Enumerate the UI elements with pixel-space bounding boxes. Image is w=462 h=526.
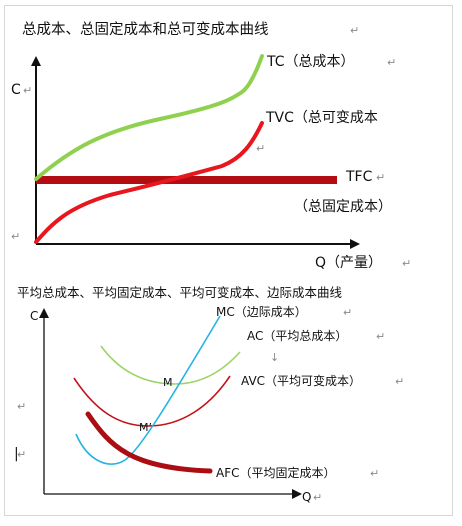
text-cursor: | xyxy=(14,446,19,462)
down-arrow-mark: ↓ xyxy=(270,351,279,364)
mc-curve xyxy=(75,315,221,465)
avc-curve xyxy=(73,375,231,427)
paragraph-mark: ↵ xyxy=(370,467,379,480)
tfc-label: TFC xyxy=(345,169,373,185)
top-chart-title: 总成本、总固定成本和总可变成本曲线 xyxy=(22,21,269,38)
paragraph-mark: ↵ xyxy=(376,171,385,184)
mc-label: MC（边际成本） xyxy=(216,305,307,319)
paragraph-mark: ↵ xyxy=(256,142,265,155)
tc-curve xyxy=(34,54,264,181)
afc-curve xyxy=(85,411,213,474)
point-m-label: M xyxy=(163,376,173,389)
paragraph-mark: ↵ xyxy=(376,330,385,343)
top-x-axis-label: Q（产量） xyxy=(315,255,382,271)
paragraph-mark: ↵ xyxy=(402,257,411,270)
bottom-x-axis-label: Q xyxy=(302,490,311,504)
ac-label: AC（平均总成本） xyxy=(247,329,347,343)
avc-label: AVC（平均可变成本） xyxy=(241,373,361,388)
bottom-y-axis-label: C xyxy=(30,309,38,323)
paragraph-mark: ↵ xyxy=(350,24,359,37)
paragraph-mark: ↵ xyxy=(387,56,396,69)
top-y-axis-label: C xyxy=(11,82,21,98)
tvc-label: TVC（总可变成本 xyxy=(265,110,378,126)
tfc-label-name: （总固定成本） xyxy=(294,199,392,215)
paragraph-mark: ↵ xyxy=(17,448,26,461)
paragraph-mark: ↵ xyxy=(11,230,20,243)
paragraph-mark: ↵ xyxy=(395,375,404,388)
tc-label: TC（总成本） xyxy=(266,54,355,70)
bottom-chart-title: 平均总成本、平均固定成本、平均可变成本、边际成本曲线 xyxy=(17,285,343,300)
ac-curve xyxy=(100,345,241,385)
point-m-prime-label: M’ xyxy=(139,421,152,434)
tvc-curve xyxy=(34,121,264,244)
afc-label: AFC（平均固定成本） xyxy=(216,465,336,480)
paragraph-mark: ↵ xyxy=(343,306,352,319)
paragraph-mark: ↵ xyxy=(23,84,32,97)
paragraph-mark: ↵ xyxy=(313,491,322,504)
image-frame xyxy=(4,5,453,516)
paragraph-mark: ↵ xyxy=(17,400,26,413)
